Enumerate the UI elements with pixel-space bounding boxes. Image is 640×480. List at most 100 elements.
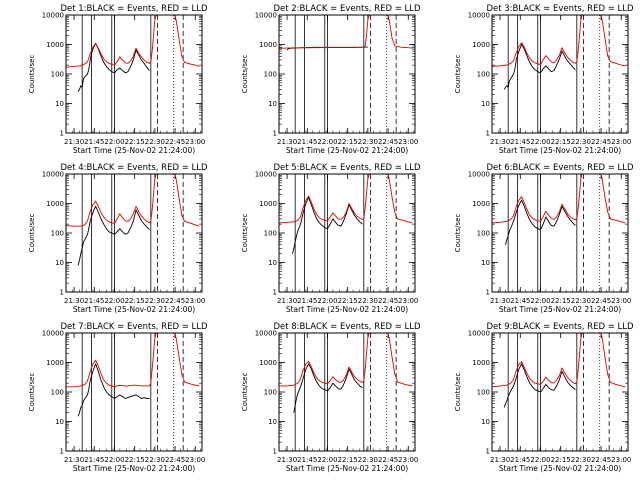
y-tick-label: 100 <box>477 230 490 238</box>
y-tick-label: 10 <box>55 418 64 426</box>
y-tick-label: 100 <box>477 71 490 79</box>
y-tick-label: 10 <box>268 418 277 426</box>
x-tick-label: 22:00 <box>530 138 550 146</box>
x-tick-label: 22:00 <box>317 456 337 464</box>
x-tick-label: 22:30 <box>358 297 378 305</box>
x-tick-label: 22:00 <box>104 297 124 305</box>
series-line-red <box>278 173 413 224</box>
y-tick-label: 1000 <box>472 359 490 367</box>
series-line-red <box>65 173 200 227</box>
x-tick-label: 21:45 <box>84 138 104 146</box>
x-tick-label: 23:00 <box>398 456 418 464</box>
plot-frame <box>491 332 629 452</box>
x-tick-label: 23:00 <box>611 456 631 464</box>
y-tick-label: 1 <box>273 130 277 138</box>
x-tick-label: 23:00 <box>398 297 418 305</box>
series-line-red <box>66 332 200 388</box>
y-tick-label: 1000 <box>259 41 277 49</box>
series-line-red <box>278 14 413 49</box>
y-axis-label: Counts/sec <box>28 373 36 412</box>
panel-det-5: Det 5:BLACK = Events, RED = LLD Counts/se… <box>241 163 421 314</box>
y-tick-label: 10 <box>481 259 490 267</box>
panel-title: Det 4:BLACK = Events, RED = LLD <box>60 163 208 173</box>
y-tick-label: 10000 <box>468 171 490 179</box>
x-tick-label: 22:30 <box>358 456 378 464</box>
x-tick-label: 22:45 <box>378 297 398 305</box>
y-axis-label: Counts/sec <box>28 55 36 94</box>
plot-frame <box>278 173 416 293</box>
x-tick-label: 21:30 <box>490 138 510 146</box>
series-line-black <box>77 42 150 92</box>
y-tick-label: 1 <box>486 448 490 456</box>
y-axis-label: Counts/sec <box>454 214 462 253</box>
panel-det-8: Det 8:BLACK = Events, RED = LLD Counts/se… <box>241 322 421 473</box>
x-tick-label: 22:30 <box>145 456 165 464</box>
x-tick-label: 21:45 <box>84 456 104 464</box>
x-tick-label: 21:45 <box>84 297 104 305</box>
y-tick-label: 1000 <box>472 41 490 49</box>
y-tick-label: 1000 <box>472 200 490 208</box>
x-tick-label: 21:45 <box>510 456 530 464</box>
x-tick-label: 21:30 <box>490 456 510 464</box>
series-line-red <box>491 332 626 388</box>
plot-frame <box>65 14 203 134</box>
series-line-black <box>503 44 576 90</box>
x-tick-label: 22:30 <box>145 297 165 305</box>
y-tick-label: 1 <box>486 130 490 138</box>
panel-title: Det 8:BLACK = Events, RED = LLD <box>273 322 421 332</box>
y-tick-label: 10000 <box>468 12 490 20</box>
y-tick-label: 100 <box>264 389 277 397</box>
y-tick-label: 1 <box>486 289 490 297</box>
x-tick-label: 21:45 <box>297 138 317 146</box>
panel-det-1: Det 1:BLACK = Events, RED = LLD Counts/se… <box>28 4 208 155</box>
y-axis-label: Counts/sec <box>28 214 36 253</box>
panel-title: Det 6:BLACK = Events, RED = LLD <box>486 163 634 173</box>
panel-det-4: Det 4:BLACK = Events, RED = LLD Counts/se… <box>28 163 208 314</box>
y-tick-label: 1 <box>60 448 64 456</box>
panel-det-2: Det 2:BLACK = Events, RED = LLD Counts/se… <box>241 4 421 155</box>
x-tick-label: 23:00 <box>185 456 205 464</box>
plot-frame <box>491 14 629 134</box>
x-tick-label: 23:00 <box>185 138 205 146</box>
x-tick-label: 23:00 <box>185 297 205 305</box>
y-tick-label: 100 <box>264 71 277 79</box>
x-tick-label: 22:00 <box>104 456 124 464</box>
x-tick-label: 22:00 <box>530 297 550 305</box>
x-tick-label: 22:00 <box>317 138 337 146</box>
x-tick-label: 22:45 <box>165 456 185 464</box>
y-tick-label: 10 <box>481 100 490 108</box>
x-tick-label: 22:30 <box>571 297 591 305</box>
x-tick-label: 22:00 <box>530 456 550 464</box>
x-tick-label: 23:00 <box>398 138 418 146</box>
x-tick-label: 22:45 <box>165 297 185 305</box>
x-axis-label: Start Time (25-Nov-02 21:24:00) <box>73 146 195 155</box>
x-tick-label: 22:30 <box>571 456 591 464</box>
x-tick-label: 22:45 <box>378 456 398 464</box>
series-line-red <box>491 14 626 67</box>
x-tick-label: 21:45 <box>297 456 317 464</box>
y-tick-label: 1000 <box>259 359 277 367</box>
x-tick-label: 21:30 <box>277 138 297 146</box>
y-tick-label: 10000 <box>255 330 277 338</box>
panel-det-7: Det 7:BLACK = Events, RED = LLD Counts/se… <box>28 322 208 473</box>
x-tick-label: 22:30 <box>358 138 378 146</box>
x-tick-label: 22:00 <box>104 138 124 146</box>
y-axis-label: Counts/sec <box>454 55 462 94</box>
y-tick-label: 10000 <box>42 12 64 20</box>
y-tick-label: 1000 <box>46 359 64 367</box>
panel-title: Det 5:BLACK = Events, RED = LLD <box>273 163 421 173</box>
y-axis-label: Counts/sec <box>241 373 249 412</box>
y-tick-label: 1000 <box>46 200 64 208</box>
series-line-black <box>505 199 576 245</box>
y-tick-label: 10 <box>55 100 64 108</box>
y-tick-label: 1 <box>273 289 277 297</box>
y-tick-label: 10000 <box>42 330 64 338</box>
y-tick-label: 10000 <box>255 12 277 20</box>
series-line-black <box>293 363 363 413</box>
x-tick-label: 21:30 <box>64 138 84 146</box>
x-tick-label: 22:30 <box>145 138 165 146</box>
series-line-red <box>65 14 200 68</box>
y-tick-label: 1000 <box>46 41 64 49</box>
panel-det-3: Det 3:BLACK = Events, RED = LLD Counts/se… <box>454 4 634 155</box>
